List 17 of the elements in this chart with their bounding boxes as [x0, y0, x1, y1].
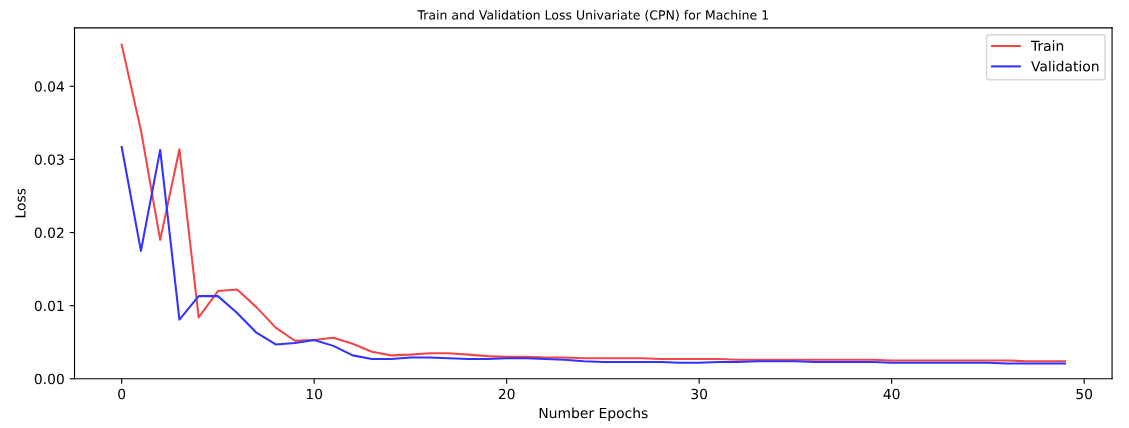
line-series	[120, 145, 1066, 365]
x-tick-label: 40	[883, 388, 900, 400]
x-tick-label: 10	[306, 388, 323, 400]
legend-label: Train	[1030, 40, 1064, 52]
legend-label: Validation	[1031, 60, 1099, 72]
y-tick-label: 0.01	[34, 300, 64, 312]
x-axis-title: Number Epochs	[539, 407, 648, 421]
chart-title: Train and Validation Loss Univariate (CPN) for Machine 1	[417, 9, 769, 22]
y-axis-title: Loss	[15, 188, 26, 218]
y-tick-label: 0.02	[34, 227, 64, 239]
x-tick-label: 20	[498, 388, 515, 400]
y-tick-label: 0.04	[34, 81, 65, 92]
y-tick-label: 0.03	[34, 154, 64, 165]
y-tick-label: 0.00	[34, 373, 64, 385]
x-tick-label: 30	[691, 388, 708, 400]
x-tick-label: 0	[118, 388, 126, 400]
x-tick-label: 50	[1076, 388, 1093, 400]
